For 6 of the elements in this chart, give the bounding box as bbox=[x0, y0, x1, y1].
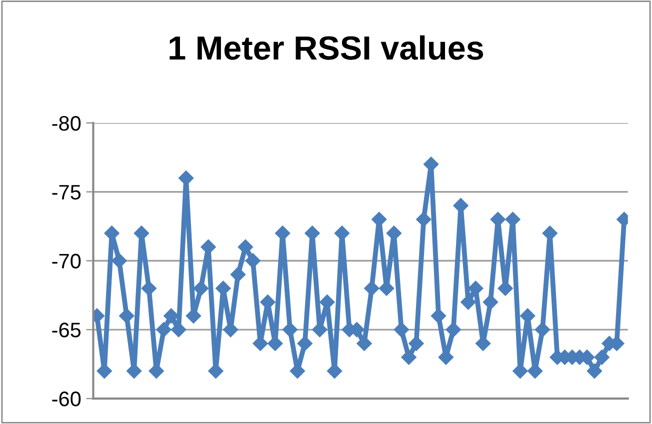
y-tick-label: -70 bbox=[52, 254, 81, 269]
y-tick-label: -65 bbox=[52, 322, 81, 338]
chart-title: 1 Meter RSSI values bbox=[170, 35, 484, 60]
y-tick-label: -60 bbox=[52, 392, 81, 406]
y-tick-label: -80 bbox=[52, 116, 81, 131]
y-tick-label: -75 bbox=[52, 185, 81, 200]
